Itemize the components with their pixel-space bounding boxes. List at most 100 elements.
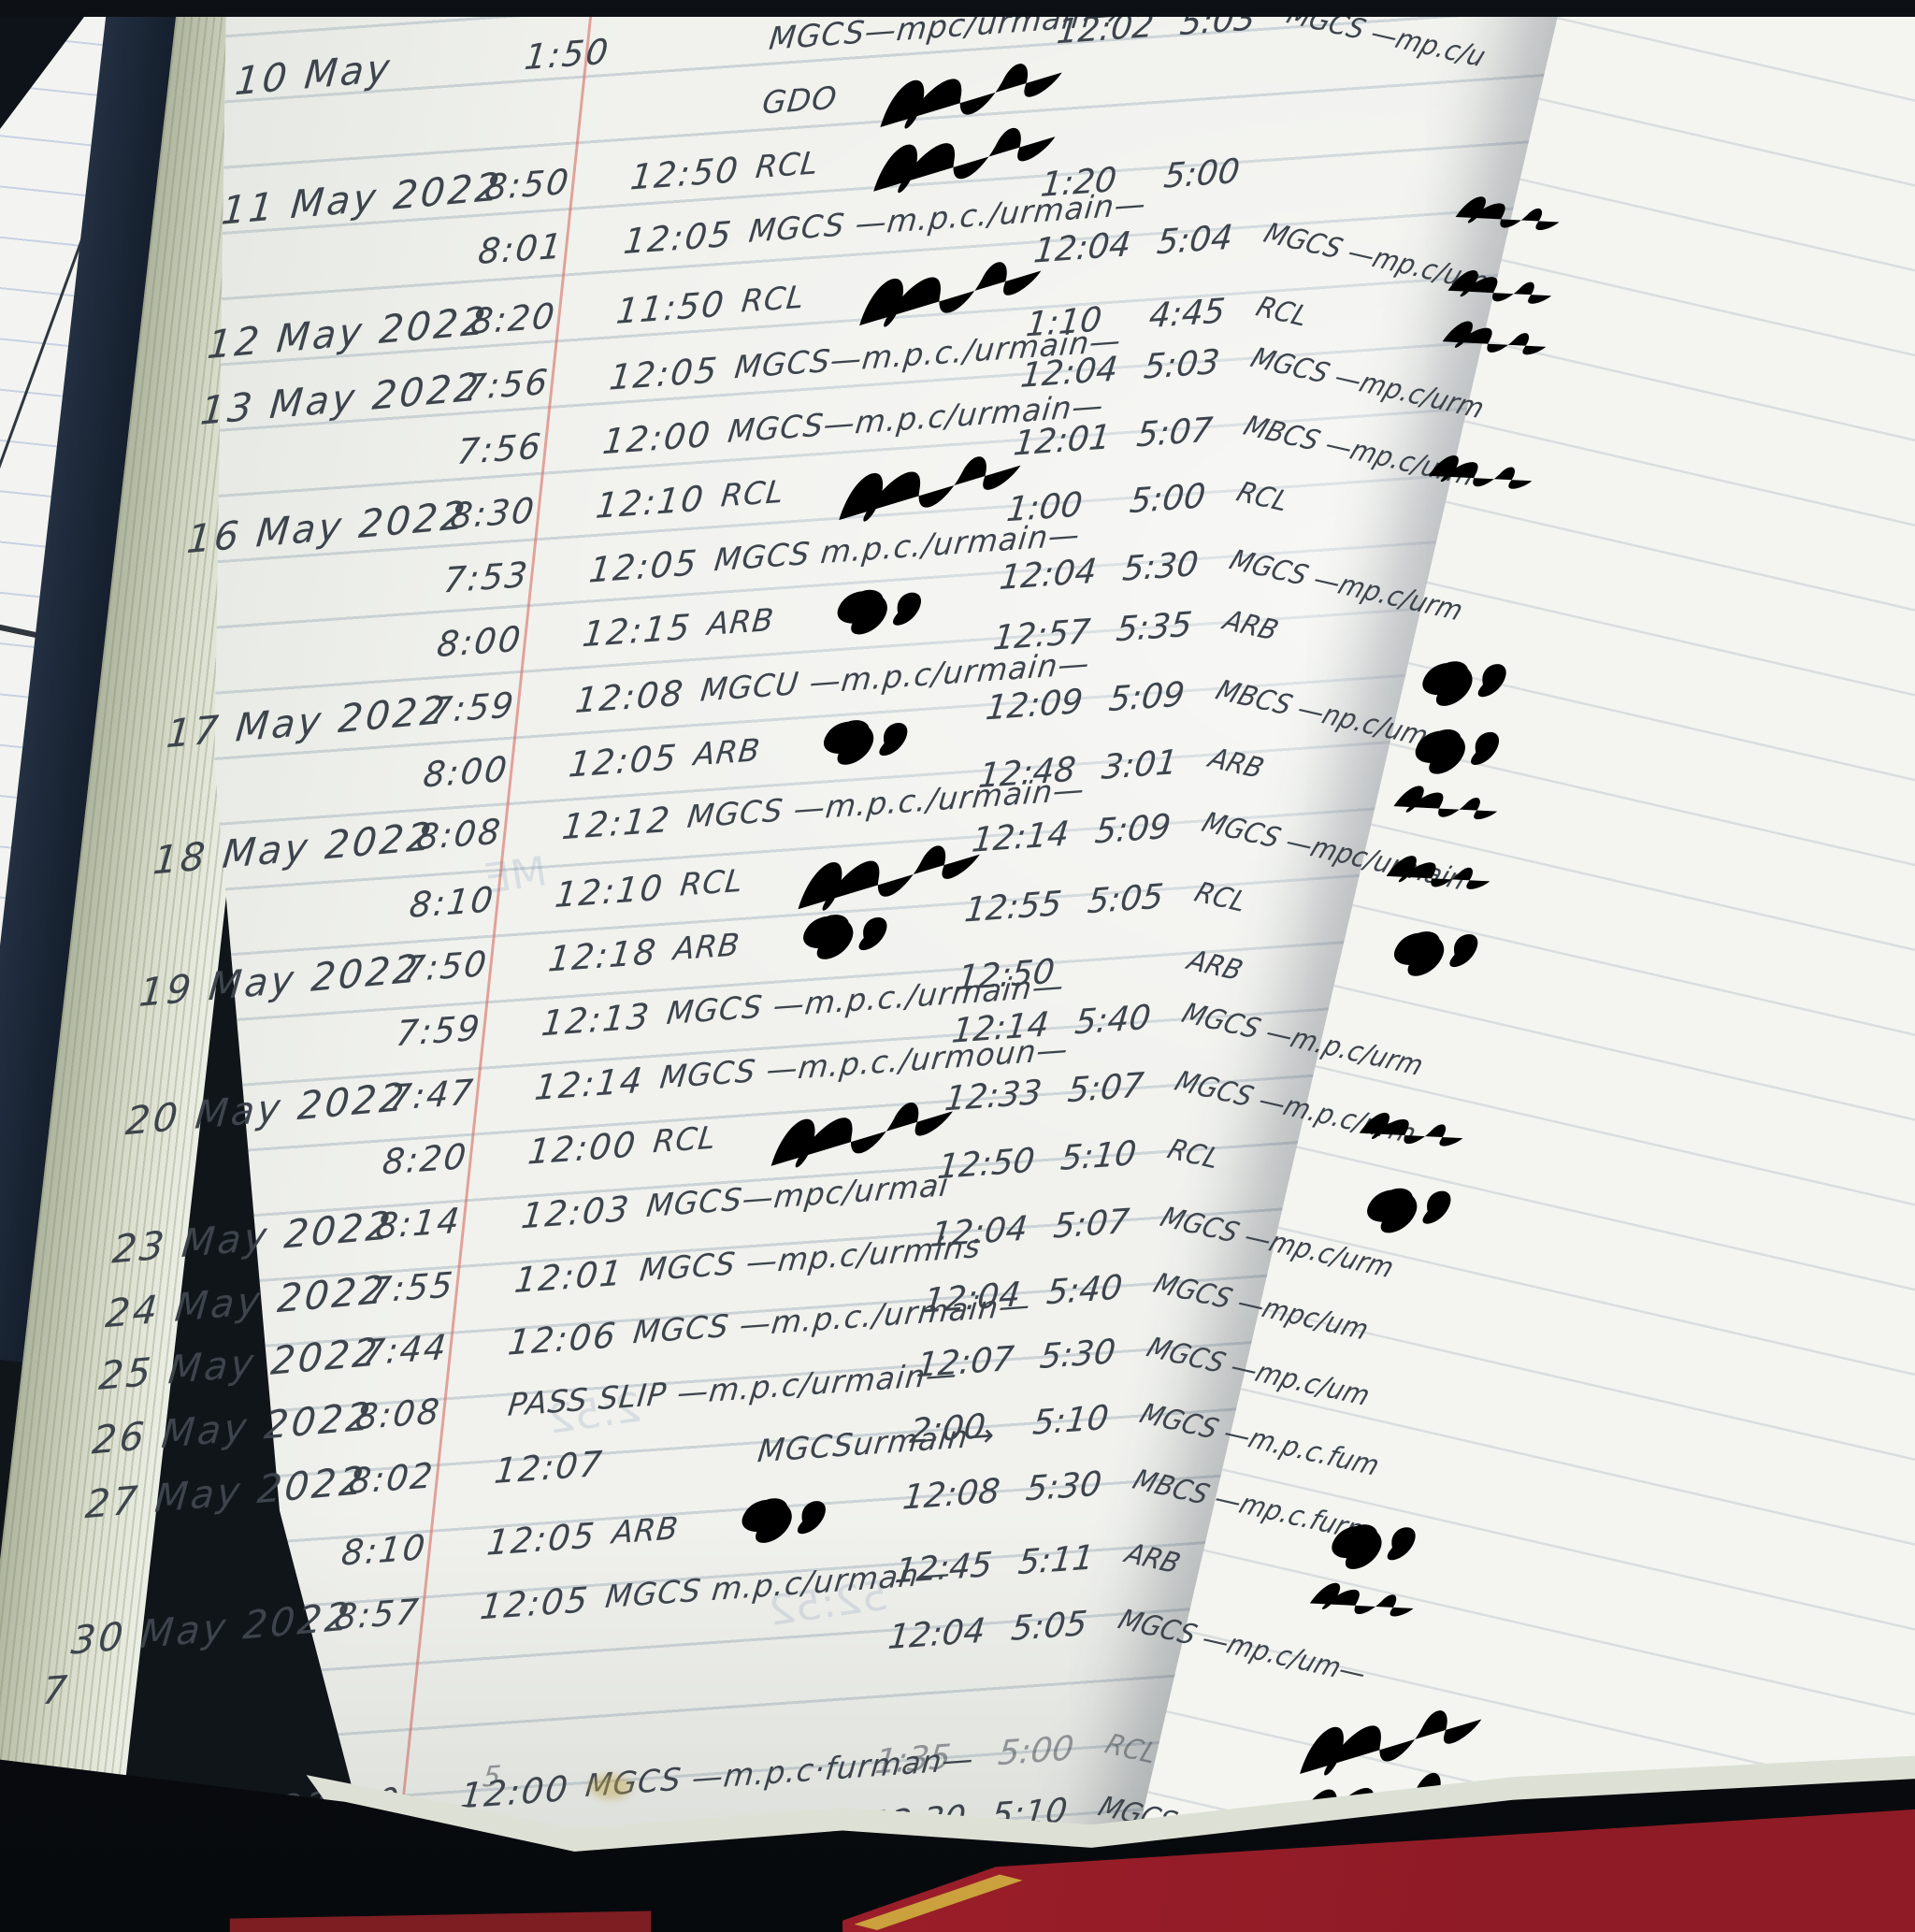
office-code-pm: MGCS —mp.c/u (1282, 17, 1490, 74)
time-out-noon: 12:05 (484, 1515, 598, 1564)
time-out-noon: 12:03 (519, 1188, 633, 1237)
signature-scribble (738, 1497, 828, 1544)
time-in-am: 8:01 (476, 225, 566, 273)
signature-scribble (1470, 17, 1593, 30)
time-out-pm: 4:45 (1146, 292, 1227, 337)
signature-scribble (1385, 853, 1494, 896)
office-code-am: ARB (610, 1509, 681, 1551)
logbook-photo: DA 9 1 pm PASS SLIP M 7 5 52:52 2:52 ME … (0, 17, 1915, 1932)
time-out-noon: 12:10 (594, 478, 708, 527)
time-out-pm: 5:03 (1142, 342, 1222, 387)
signature-scribble (819, 719, 910, 766)
office-code-am: RCL (740, 278, 807, 320)
time-in-am: 8:14 (373, 1200, 464, 1247)
office-code-pm: RCL (1101, 1727, 1162, 1770)
time-out-pm: 5:05 (1009, 1604, 1089, 1649)
time-out-pm: 5:11 (1015, 1538, 1096, 1583)
time-in-pm: 12:08 (900, 1472, 1002, 1518)
paper-stain (589, 1775, 632, 1799)
time-out-noon: 12:05 (586, 542, 700, 591)
time-out-noon: 12:13 (540, 995, 653, 1045)
time-out-noon: 12:07 (492, 1443, 606, 1492)
time-in-am: 7:59 (394, 1007, 483, 1055)
time-out-noon: 12:15 (580, 606, 694, 656)
date-cell: 18 May 2022 (151, 813, 437, 884)
office-code-am: GDO (760, 79, 840, 122)
office-code-pm: ARB (1218, 603, 1284, 647)
handwriting-layer: 9 1 pm PASS SLIP M 7 5 52:52 2:52 ME 7:5… (0, 17, 1915, 1932)
time-out-noon: 12:00 (600, 413, 714, 463)
time-out-pm: 5:40 (1073, 998, 1153, 1043)
date-cell: 11 May 2022 (219, 164, 505, 234)
time-in-am: 8:00 (421, 748, 511, 796)
date-cell: 17 May 2022 (165, 686, 450, 757)
time-out-noon: 12:50 (628, 150, 742, 198)
stray-digit-7: 7 (40, 1668, 69, 1714)
office-code-am: RCL (678, 861, 745, 903)
time-in-pm: 12:09 (984, 682, 1086, 728)
time-in-am: 8:20 (468, 296, 558, 342)
date-cell: 16 May 2022 (184, 492, 470, 563)
date-cell: 23 May 2022 (110, 1202, 396, 1273)
date-cell: 13 May 2022 (198, 364, 483, 434)
office-code-pm: RCL (1163, 1132, 1225, 1175)
time-in-am: 8:00 (435, 618, 525, 666)
office-code-pm: RCL (1251, 290, 1314, 333)
signature-scribble (1454, 194, 1563, 237)
time-out-pm: 5:04 (1155, 218, 1235, 263)
time-out-pm: 5:40 (1044, 1268, 1125, 1313)
time-out-noon: 12:14 (532, 1060, 646, 1109)
time-out-pm: 5:07 (1065, 1066, 1145, 1111)
office-code-am: RCL (754, 144, 821, 186)
time-out-pm: 5:30 (1120, 544, 1201, 589)
time-in-am: 8:08 (353, 1391, 443, 1438)
time-in-am: 8:30 (448, 490, 539, 537)
date-cell: 26 May 2022 (90, 1392, 376, 1463)
time-out-noon: 12:10 (553, 867, 667, 916)
time-out-pm: 5:35 (1114, 605, 1194, 650)
time-out-pm: 5:00 (1161, 151, 1242, 196)
office-code-pm: RCL (1190, 875, 1252, 918)
date-cell: 19 May 2022 (137, 945, 423, 1016)
time-in-am: 7:56 (454, 425, 545, 473)
time-out-pm: 5:07 (1134, 411, 1215, 455)
time-out-noon: 12:00 (526, 1124, 640, 1173)
time-out-pm: 5:09 (1106, 675, 1187, 720)
time-out-pm: 5:10 (1030, 1398, 1111, 1443)
office-code-pm: RCL (1232, 475, 1294, 518)
time-out-pm: 3:01 (1100, 743, 1180, 787)
office-code-am: ARB (671, 926, 742, 968)
time-in-pm: 12:04 (997, 552, 1099, 598)
signature-scribble (1427, 452, 1536, 495)
office-code-am: MGCS —mp.c/urmins (638, 1227, 984, 1289)
time-out-pm: 5:00 (996, 1729, 1076, 1774)
date-cell: 24 May 2022 (103, 1266, 389, 1337)
time-in-am: 8:10 (407, 879, 497, 926)
time-in-am: 8:10 (339, 1526, 429, 1574)
office-code-pm: MGCS —m.p.c.fum (1135, 1396, 1385, 1482)
time-in-am: 8:50 (482, 161, 572, 209)
time-out-noon: 12:12 (560, 799, 674, 848)
date-cell: 20 May 2022 (123, 1074, 409, 1145)
time-out-pm: 5:00 (1128, 477, 1208, 522)
office-code-am: MGCS —m.p.c·furman— (583, 1739, 976, 1805)
time-out-noon: 11:50 (614, 283, 727, 332)
time-in-am: 7:59 (427, 685, 518, 731)
time-in-am: 7:53 (441, 554, 531, 601)
office-code-pm: ARB (1183, 943, 1247, 988)
time-out-noon: 12:01 (512, 1252, 626, 1302)
office-code-am: PASS SLIP —m.p.c/urmain— (506, 1354, 960, 1423)
time-out-pm: 5:03 (1177, 17, 1258, 44)
date-cell: 30 May 2022 (69, 1593, 354, 1664)
time-out-noon: 12:05 (607, 350, 721, 398)
signature-scribble (1358, 1109, 1467, 1152)
time-out-noon: 12:05 (567, 737, 681, 786)
office-code-am: ARB (692, 730, 763, 773)
office-code-pm: MGCS —m.p.c/urm (1177, 996, 1429, 1083)
time-in-am: 7:47 (387, 1072, 477, 1118)
date-cell: 25 May 2022 (96, 1329, 382, 1399)
signature-scribble (1389, 930, 1480, 977)
time-out-noon: 12:06 (506, 1315, 620, 1363)
time-in-pm: 12:02 (1055, 17, 1157, 52)
date-cell: 12 May 2022 (205, 297, 491, 368)
